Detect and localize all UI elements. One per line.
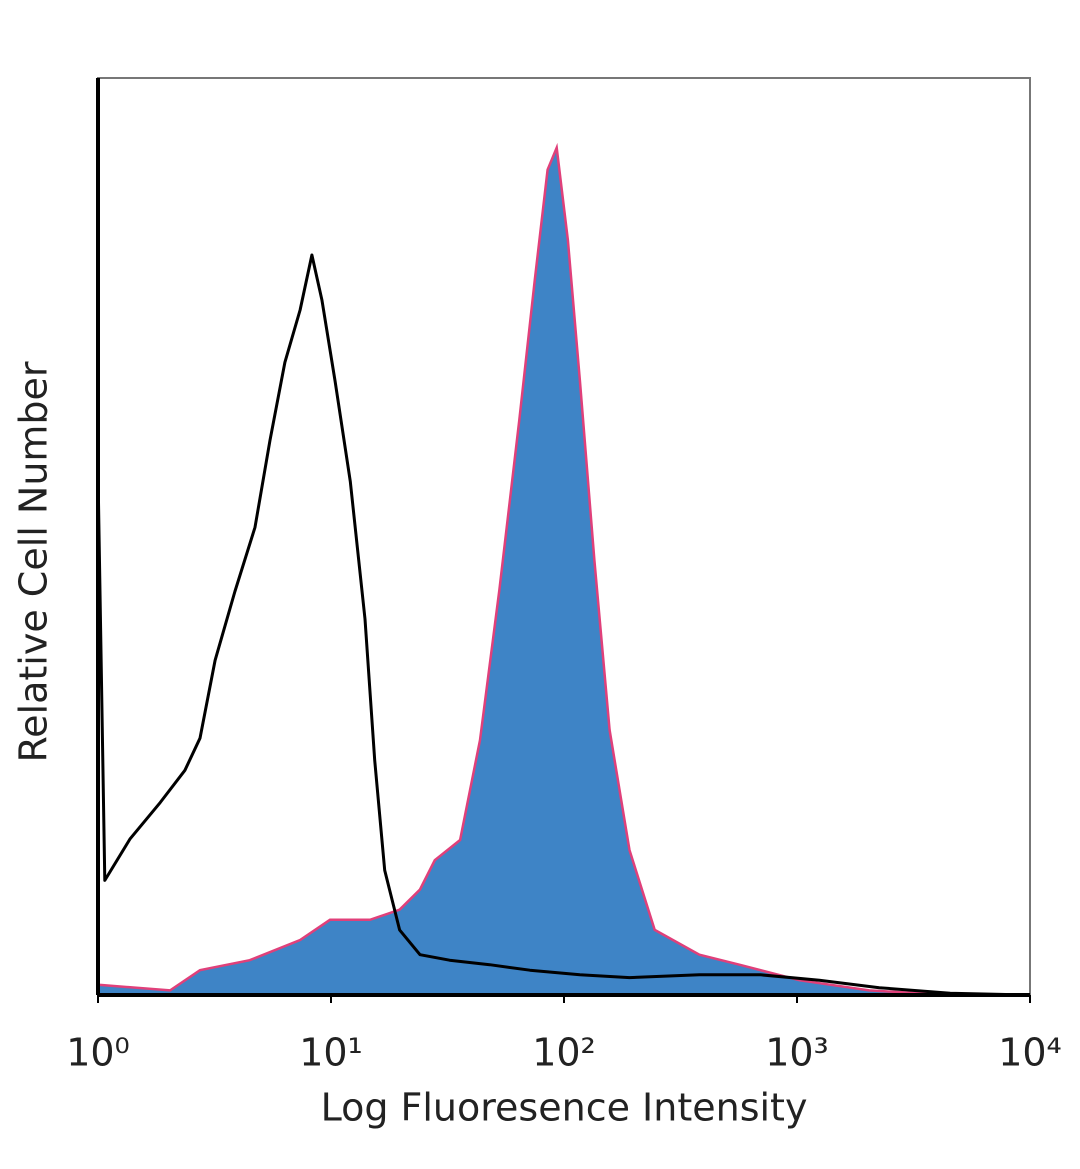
x-tick-label: 10³ bbox=[765, 1031, 829, 1075]
x-tick-label: 10¹ bbox=[299, 1031, 363, 1075]
x-axis-label: Log Fluoresence Intensity bbox=[321, 1086, 808, 1130]
histogram-line bbox=[96, 253, 1031, 997]
x-tick-label: 10⁰ bbox=[66, 1031, 130, 1075]
histogram-edge bbox=[99, 142, 951, 997]
x-tick-label: 10² bbox=[532, 1031, 596, 1075]
x-tick-label: 10⁴ bbox=[998, 1031, 1062, 1075]
y-axis-label: Relative Cell Number bbox=[12, 361, 56, 762]
histogram-fill bbox=[100, 147, 951, 995]
